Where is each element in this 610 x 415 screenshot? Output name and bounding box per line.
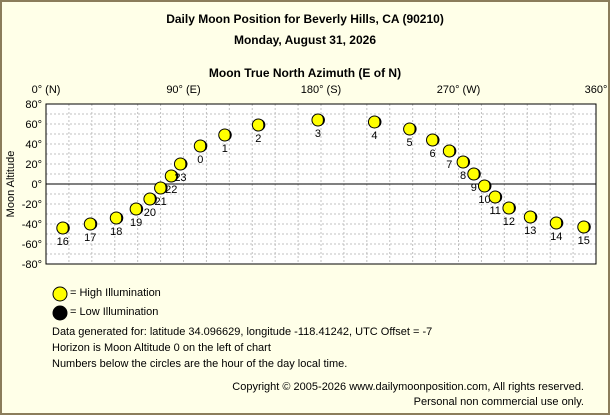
legend-low-swatch [52,305,68,321]
info-horizon: Horizon is Moon Altitude 0 on the left o… [52,342,271,354]
moon-shadow [91,218,98,230]
y-tick-label: -80° [22,259,42,271]
moon-hour-label: 9 [471,182,477,194]
moon-shadow [150,193,157,205]
y-tick-label: 20° [25,159,42,171]
y-tick-label: 60° [25,119,42,131]
moon-shadow [584,221,591,233]
legend-high-swatch [52,286,68,302]
moon-hour-label: 11 [489,205,500,217]
x-tick-label: 180° (S) [301,84,341,96]
moon-hour-label: 2 [255,133,261,145]
moon-hour-label: 3 [315,128,321,140]
moon-shadow [201,140,208,152]
moon-hour-label: 1 [222,143,228,155]
moon-shadow [496,191,503,203]
moon-hour-label: 10 [478,194,490,206]
y-tick-label: -60° [22,239,42,251]
y-tick-label: 80° [25,99,42,111]
moon-shadow [557,217,564,229]
y-tick-label: -20° [22,199,42,211]
moon-shadow [375,116,382,128]
moon-hour-label: 8 [460,170,466,182]
page-date: Monday, August 31, 2026 [233,33,377,47]
moon-shadow [464,156,471,168]
moon-shadow [318,114,325,126]
x-tick-label: 360° [585,84,608,96]
x-tick-label: 270° (W) [437,84,481,96]
y-tick-label: -40° [22,219,42,231]
moon-shadow [531,211,538,223]
moon-shadow [474,168,481,180]
moon-hour-label: 20 [144,207,156,219]
moon-hour-label: 7 [446,159,452,171]
moon-hour-label: 5 [407,137,413,149]
moon-hour-label: 23 [174,172,186,184]
moon-hour-label: 0 [197,154,203,166]
moon-hour-label: 16 [57,236,69,248]
moon-shadow [117,212,124,225]
x-tick-label: 90° (E) [166,84,200,96]
license-note: Personal non commercial use only. [413,396,584,408]
moon-hour-label: 19 [130,217,142,229]
moon-shadow [259,119,266,131]
moon-hour-label: 6 [429,148,435,160]
moon-shadow [410,123,417,135]
x-tick-label: 0° (N) [32,84,61,96]
moon-shadow [63,222,70,234]
y-axis-label: Moon Altitude [5,151,17,218]
moon-hour-label: 17 [84,232,96,244]
page-title: Daily Moon Position for Beverly Hills, C… [166,12,444,26]
moon-hour-label: 12 [503,216,515,228]
moon-shadow [181,158,188,170]
y-tick-label: 0° [31,179,42,191]
moon-hour-label: 13 [524,225,536,237]
moon-shadow [450,145,457,157]
chart-title: Moon True North Azimuth (E of N) [208,66,402,80]
moon-shadow [485,180,492,192]
legend-low-label: = Low Illumination [70,306,159,318]
moon-shadow [172,170,179,182]
info-location: Data generated for: latitude 34.096629, … [52,326,433,338]
y-tick-label: 40° [25,139,42,151]
moon-hour-label: 14 [550,231,562,243]
moon-hour-label: 15 [578,235,590,247]
moon-shadow [137,203,144,215]
copyright: Copyright © 2005-2026 www.dailymoonposit… [232,381,584,393]
moon-shadow [433,134,440,146]
moon-shadow [509,202,516,214]
plot-border [45,103,597,265]
moon-hour-label: 21 [154,196,166,208]
legend-high-label: = High Illumination [70,287,161,299]
legend-swatches [52,286,68,321]
moon-hour-label: 18 [110,226,122,238]
moon-hour-label: 22 [165,184,177,196]
moon-shadow [225,129,232,141]
info-hours: Numbers below the circles are the hour o… [52,358,348,370]
moon-shadow [161,182,168,195]
moon-hour-label: 4 [371,130,377,142]
